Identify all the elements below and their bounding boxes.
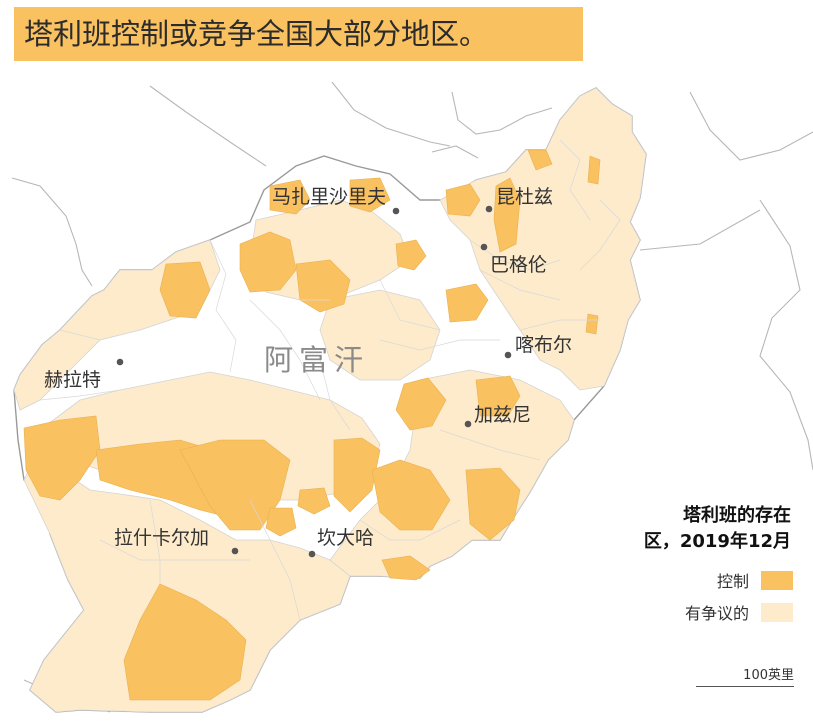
legend-title: 塔利班的存在 区，2019年12月 [591, 503, 791, 555]
neighbor-borders [11, 81, 813, 713]
scale-line [696, 686, 794, 687]
city-label-kandahar: 坎大哈 [317, 527, 374, 549]
legend-label-control: 控制 [716, 572, 749, 591]
city-dot-kabul [504, 351, 512, 359]
city-label-mazar: 马扎里沙里夫 [272, 186, 386, 208]
scale-bar: 100英里 [696, 664, 794, 687]
legend-swatch-control [761, 570, 793, 590]
city-dot-kandahar [308, 550, 316, 558]
legend-title-line2: 区，2019年12月 [643, 531, 791, 552]
city-dot-mazar [392, 207, 400, 215]
scale-label: 100英里 [743, 668, 794, 683]
legend-label-contested: 有争议的 [684, 604, 749, 623]
legend-item-contested: 有争议的 [685, 601, 793, 623]
city-label-lashkargah: 拉什卡尔加 [114, 527, 209, 549]
legend-item-control: 控制 [717, 569, 793, 591]
city-dot-herat [116, 358, 124, 366]
country-label: 阿富汗 [264, 343, 369, 377]
city-label-herat: 赫拉特 [44, 369, 101, 391]
city-dot-lashkargah [231, 547, 239, 555]
city-label-ghazni: 加兹尼 [474, 404, 531, 426]
city-label-kunduz: 昆杜兹 [496, 186, 553, 208]
district-lines [39, 139, 621, 621]
controlled-districts [23, 149, 601, 701]
city-label-kabul: 喀布尔 [515, 334, 572, 356]
city-dot-baghlan [480, 243, 488, 251]
city-label-baghlan: 巴格伦 [490, 254, 547, 276]
city-markers [116, 205, 512, 558]
contested-districts [13, 87, 647, 713]
legend-title-line1: 塔利班的存在 [683, 505, 791, 526]
headline: 塔利班控制或竞争全国大部分地区。 [14, 7, 583, 61]
city-dot-ghazni [464, 420, 472, 428]
legend-swatch-contested [761, 602, 793, 622]
city-dot-kunduz [485, 205, 493, 213]
